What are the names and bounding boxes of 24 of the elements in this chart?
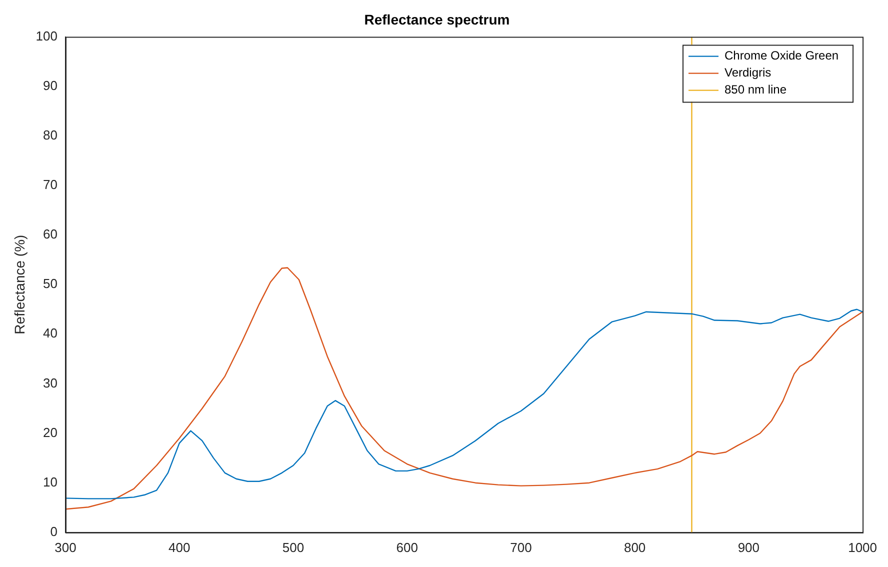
y-tick-label: 90 — [43, 78, 58, 93]
chart-title: Reflectance spectrum — [364, 11, 510, 28]
y-tick-label: 100 — [36, 28, 58, 44]
x-tick-label: 1000 — [848, 540, 877, 555]
y-tick-label: 80 — [43, 128, 58, 142]
y-tick-label: 70 — [43, 177, 58, 192]
y-tick-label: 60 — [43, 226, 58, 242]
x-tick-label: 500 — [282, 540, 304, 555]
legend-label: 850 nm line — [724, 82, 787, 97]
x-tick-label: 300 — [54, 540, 76, 555]
x-tick-label: 600 — [396, 540, 418, 555]
x-tick-label: 400 — [168, 540, 190, 555]
y-tick-label: 30 — [43, 375, 58, 390]
y-tick-label: 50 — [43, 276, 58, 292]
y-tick-label: 0 — [50, 524, 58, 539]
y-axis-title: Reflectance (%) — [11, 234, 28, 334]
x-tick-label: 800 — [624, 540, 646, 555]
y-tick-label: 10 — [43, 474, 58, 490]
legend-label: Verdigris — [724, 66, 772, 80]
legend-label: Chrome Oxide Green — [724, 48, 839, 63]
y-tick-label: 20 — [43, 424, 58, 440]
x-tick-label: 700 — [510, 540, 532, 555]
x-tick-label: 900 — [738, 540, 760, 555]
y-tick-label: 40 — [43, 326, 58, 341]
